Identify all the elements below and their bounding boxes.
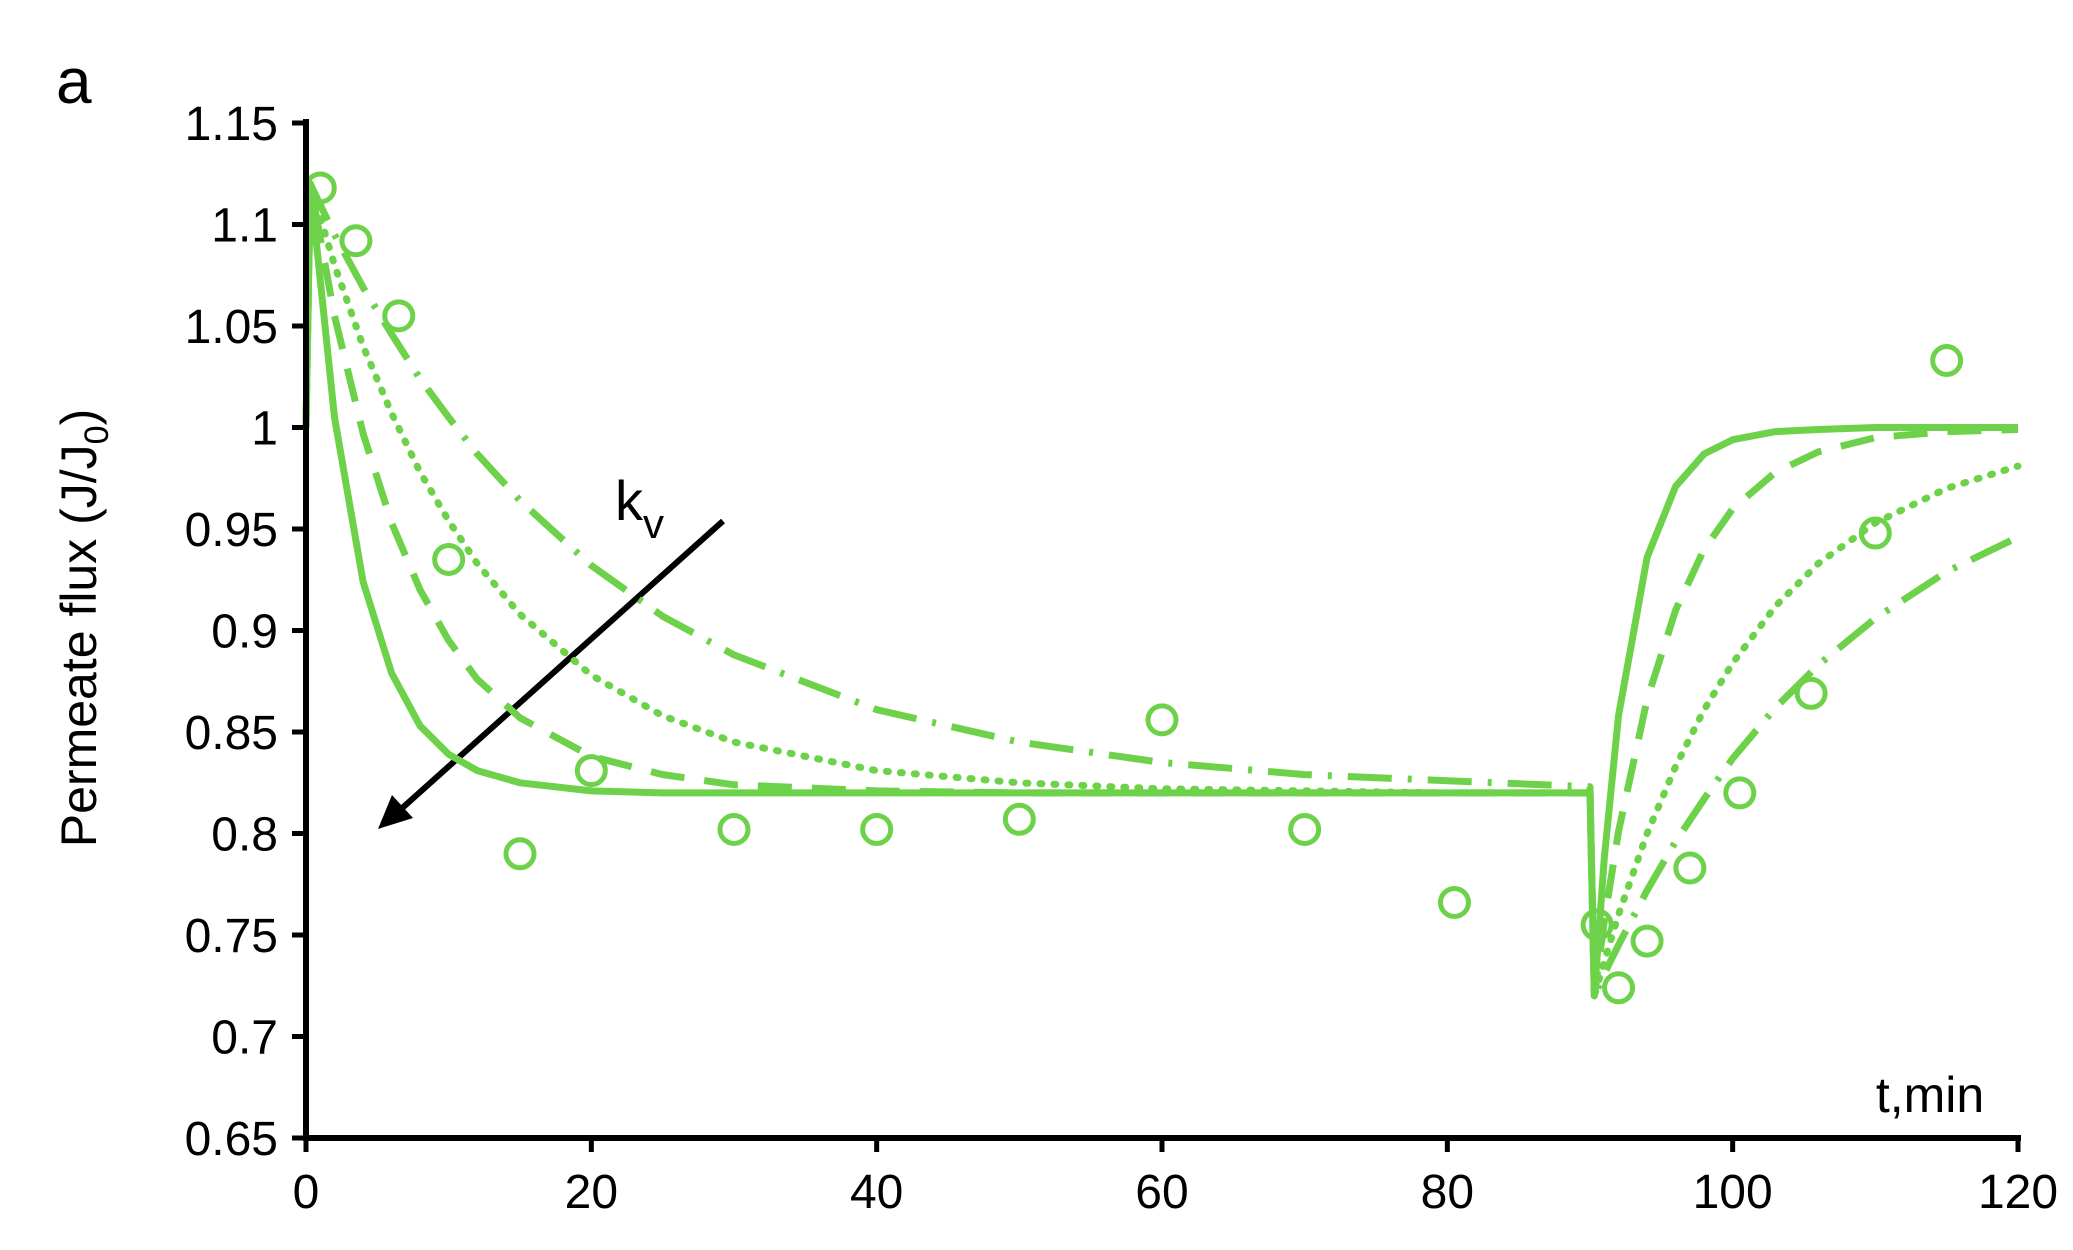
y-tick-label: 0.7 [211, 1012, 278, 1065]
x-tick-label: 80 [1421, 1166, 1474, 1219]
y-label-subscript: 0 [78, 425, 116, 444]
data-point [382, 299, 416, 333]
data-point [1145, 703, 1179, 737]
y-tick-label: 0.65 [185, 1113, 278, 1166]
data-point [860, 812, 894, 846]
panel-label: a [56, 45, 92, 117]
model-line [302, 180, 2022, 1000]
y-tick-label: 1.05 [185, 301, 278, 354]
data-point [503, 837, 537, 871]
data-point [574, 754, 608, 788]
data-point [717, 812, 751, 846]
y-tick-label: 0.9 [211, 606, 278, 659]
arrow-shaft [397, 518, 726, 813]
data-point [1288, 812, 1322, 846]
annotation-text: k [615, 469, 644, 532]
data-point [1630, 924, 1664, 958]
y-tick-label: 1 [251, 403, 278, 456]
y-label-suffix: ) [51, 409, 107, 426]
annotation-subscript: v [643, 500, 664, 547]
data-point [432, 542, 466, 576]
model-line [302, 180, 2019, 1000]
annotation: kv [615, 469, 664, 547]
arrow-head [378, 795, 413, 829]
data-point [339, 224, 373, 258]
y-tick-label: 1.1 [211, 200, 278, 253]
y-tick-label: 0.75 [185, 910, 278, 963]
x-tick-label: 120 [1978, 1166, 2058, 1219]
model-line [302, 180, 2018, 1000]
data-point [1002, 802, 1036, 836]
y-axis-label: Permeate flux (J/J0) [51, 409, 116, 847]
x-tick-label: 20 [565, 1166, 618, 1219]
x-tick-label: 40 [850, 1166, 903, 1219]
model-line [302, 180, 2020, 1000]
x-tick-label: 100 [1693, 1166, 1773, 1219]
data-point [1602, 971, 1636, 1005]
y-label-text: Permeate flux (J/J [51, 444, 107, 847]
x-axis-label: t,min [1876, 1067, 1984, 1123]
data-point [1437, 886, 1471, 920]
x-tick-label: 0 [293, 1166, 320, 1219]
data-point [1673, 851, 1707, 885]
y-tick-label: 1.15 [185, 98, 278, 151]
x-tick-label: 60 [1135, 1166, 1188, 1219]
y-tick-label: 0.8 [211, 809, 278, 862]
data-point [1794, 676, 1828, 710]
y-tick-label: 0.95 [185, 504, 278, 557]
data-point [1723, 776, 1757, 810]
data-point [1930, 344, 1964, 378]
y-tick-label: 0.85 [185, 707, 278, 760]
